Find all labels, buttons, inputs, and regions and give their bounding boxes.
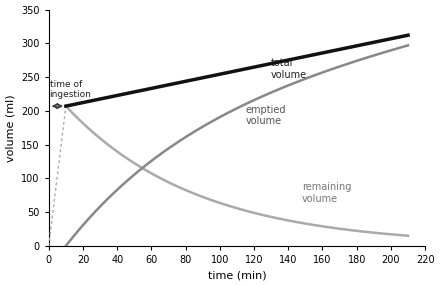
Text: remaining
volume: remaining volume [302, 182, 351, 204]
Text: total
volume: total volume [271, 58, 307, 80]
Text: emptied
volume: emptied volume [246, 105, 286, 126]
Y-axis label: volume (ml): volume (ml) [6, 94, 15, 162]
Text: time of
ingestion: time of ingestion [50, 80, 92, 99]
X-axis label: time (min): time (min) [208, 271, 266, 281]
